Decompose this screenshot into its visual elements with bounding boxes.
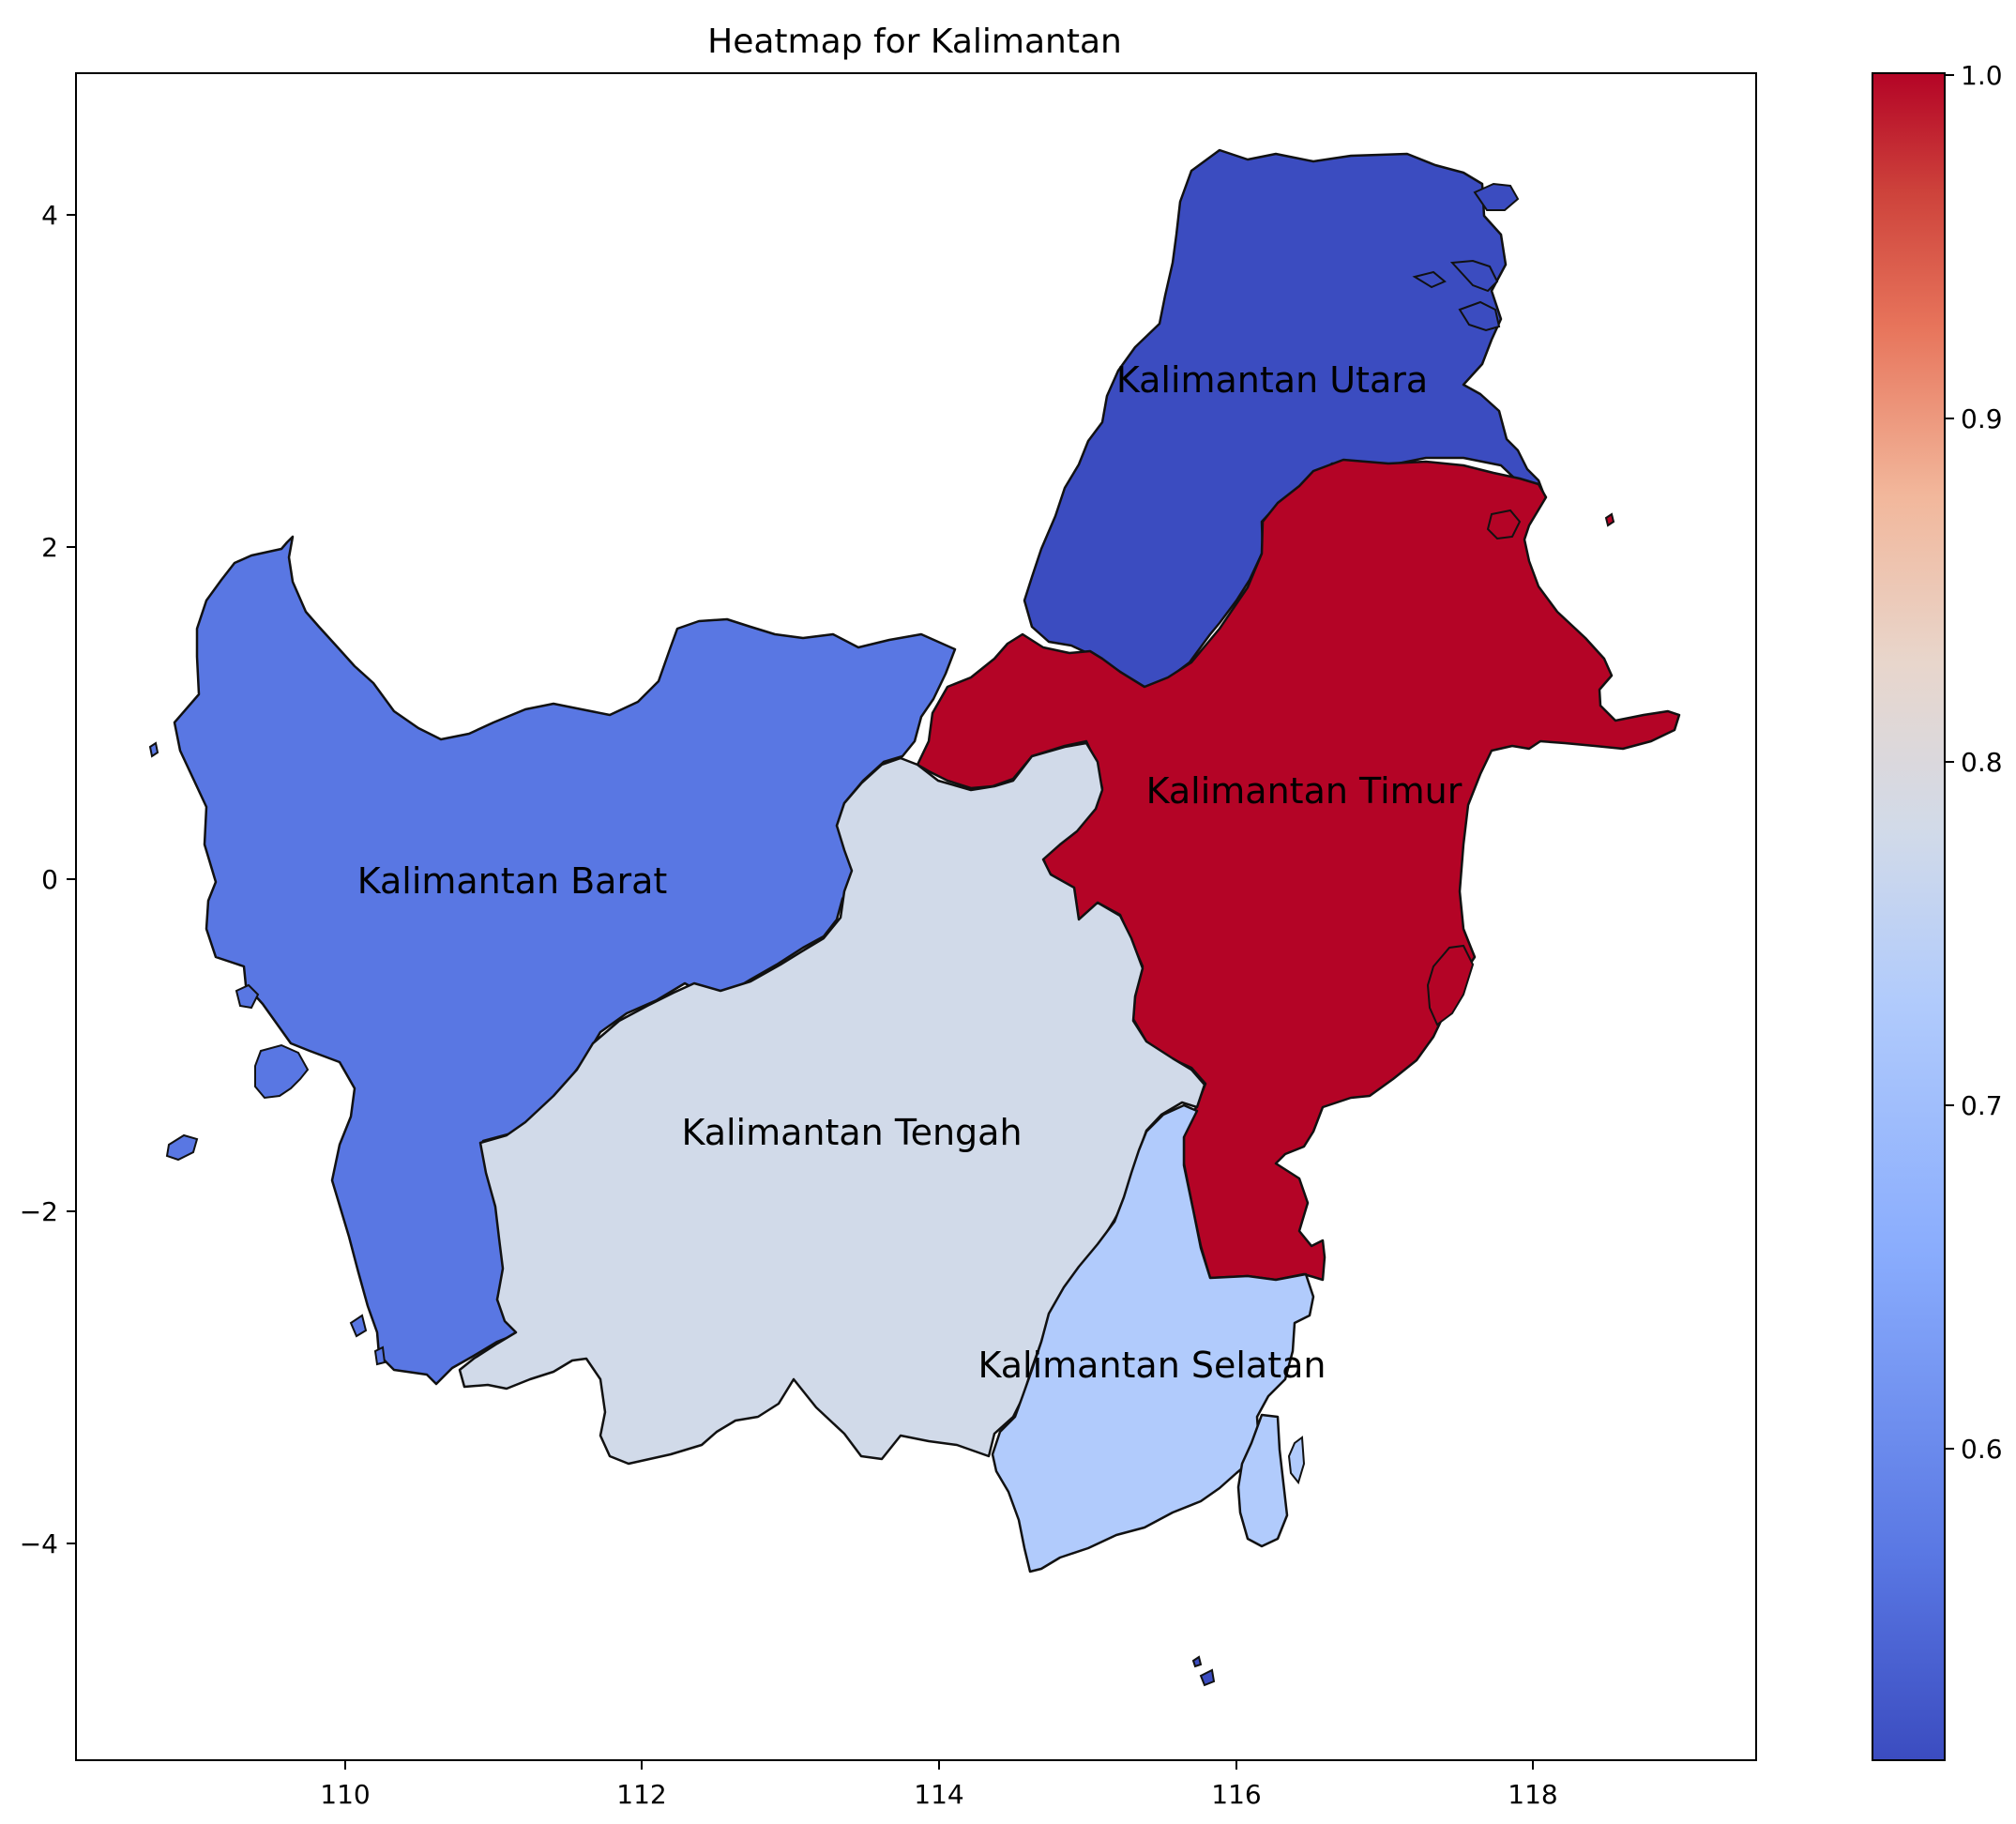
region-kalimantan-barat <box>173 535 957 1386</box>
x-tick: 118 <box>1508 1760 1558 1810</box>
island-north-3 <box>1458 300 1501 332</box>
x-tick-label: 118 <box>1508 1779 1557 1810</box>
label-kalimantan-barat: Kalimantan Barat <box>357 860 668 902</box>
y-tick: 4 <box>41 200 76 231</box>
colorbar-tick-label: 0.7 <box>1961 1090 2003 1121</box>
colorbar-tick: 0.6 <box>1945 1434 2003 1465</box>
x-tick: 112 <box>616 1760 667 1810</box>
y-axis: 4 2 0 −2 −4 <box>20 200 76 1559</box>
y-tick-label: −2 <box>20 1196 58 1227</box>
x-axis: 110 112 114 116 118 <box>320 1760 1558 1810</box>
x-tick: 110 <box>320 1760 371 1810</box>
island-north-1 <box>1473 182 1520 211</box>
y-tick-label: 0 <box>41 864 58 895</box>
island-sebuku <box>1287 1436 1306 1485</box>
y-tick-label: 4 <box>41 200 58 231</box>
colorbar-gradient <box>1872 72 1946 1761</box>
colorbar-tick: 0.8 <box>1945 747 2003 778</box>
y-tick-label: 2 <box>41 532 58 563</box>
y-tick-label: −4 <box>20 1528 58 1559</box>
island-north-2 <box>1449 259 1499 293</box>
y-tick: −2 <box>20 1196 76 1227</box>
colorbar-tick-label: 0.9 <box>1961 403 2003 434</box>
island-west-3 <box>235 983 260 1010</box>
island-south-1 <box>1199 1668 1216 1687</box>
chart-title: Heatmap for Kalimantan <box>707 23 1122 61</box>
island-west-5 <box>373 1345 387 1366</box>
island-west-4 <box>349 1314 368 1338</box>
x-tick-label: 110 <box>320 1779 370 1810</box>
region-kalimantan-tengah <box>458 741 1206 1466</box>
island-west-2 <box>165 1133 199 1162</box>
x-tick-label: 114 <box>914 1779 963 1810</box>
x-tick: 116 <box>1211 1760 1262 1810</box>
island-east-2 <box>1426 944 1475 1026</box>
island-south-2 <box>1191 1655 1203 1668</box>
label-kalimantan-utara: Kalimantan Utara <box>1116 359 1428 401</box>
island-west-tiny <box>148 741 159 758</box>
label-kalimantan-selatan: Kalimantan Selatan <box>978 1345 1326 1386</box>
x-tick: 114 <box>914 1760 964 1810</box>
y-tick: 0 <box>41 864 76 895</box>
colorbar-tick-label: 0.8 <box>1961 747 2003 778</box>
y-tick: 2 <box>41 532 76 563</box>
region-labels: Kalimantan Utara Kalimantan Barat Kalima… <box>357 359 1463 1386</box>
island-east-1 <box>1486 509 1522 540</box>
island-north-4 <box>1412 270 1447 289</box>
colorbar-tick-label: 0.6 <box>1961 1434 2003 1465</box>
colorbar-tick: 0.7 <box>1945 1090 2003 1121</box>
colorbar-tick: 0.9 <box>1945 403 2003 434</box>
island-east-3 <box>1604 512 1615 527</box>
map-regions <box>148 148 1681 1687</box>
colorbar-tick: 1.0 <box>1945 60 2003 91</box>
label-kalimantan-tengah: Kalimantan Tengah <box>681 1112 1022 1153</box>
colorbar-tick-label: 1.0 <box>1961 60 2003 91</box>
island-pulau-laut <box>1236 1413 1289 1548</box>
label-kalimantan-timur: Kalimantan Timur <box>1146 770 1463 812</box>
colorbar: 1.0 0.9 0.8 0.7 0.6 <box>1872 60 2003 1761</box>
y-tick: −4 <box>20 1528 76 1559</box>
x-tick-label: 112 <box>616 1779 666 1810</box>
region-kalimantan-selatan <box>991 1103 1315 1573</box>
x-tick-label: 116 <box>1211 1779 1261 1810</box>
island-west-1 <box>254 1043 310 1100</box>
